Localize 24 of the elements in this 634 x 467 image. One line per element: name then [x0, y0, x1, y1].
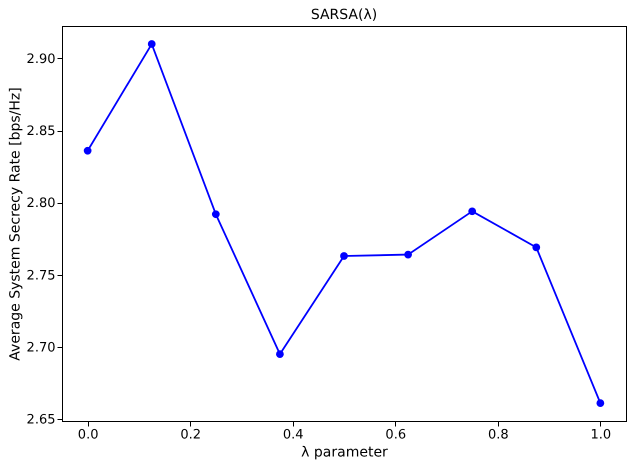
y-tick-label: 2.80 [26, 196, 56, 212]
point [148, 40, 156, 48]
point [84, 146, 92, 155]
x-tick-label: 0.8 [488, 428, 509, 442]
point [276, 350, 284, 358]
y-axis-title: Average System Secrecy Rate [bps/Hz] [8, 87, 24, 361]
point [212, 210, 220, 218]
point [404, 250, 412, 258]
x-tick-label: 0.0 [78, 428, 98, 442]
point [532, 244, 540, 252]
x-tick-label: 1.0 [590, 428, 612, 442]
x-tick-label: 0.2 [180, 428, 202, 442]
x-tick-label: 0.6 [385, 428, 406, 442]
y-tick-label: 2.85 [26, 124, 56, 140]
y-tick-label: 2.70 [26, 340, 56, 356]
y-tick-label: 2.75 [26, 268, 56, 284]
point [340, 252, 348, 260]
point [596, 399, 604, 407]
chart-title: SARSA(λ) [310, 7, 378, 23]
point [468, 207, 476, 216]
y-tick-label: 2.90 [26, 52, 56, 67]
x-axis-title: λ parameter [301, 444, 388, 460]
x-tick-label: 0.4 [282, 428, 304, 442]
y-tick-label: 2.65 [26, 412, 56, 428]
